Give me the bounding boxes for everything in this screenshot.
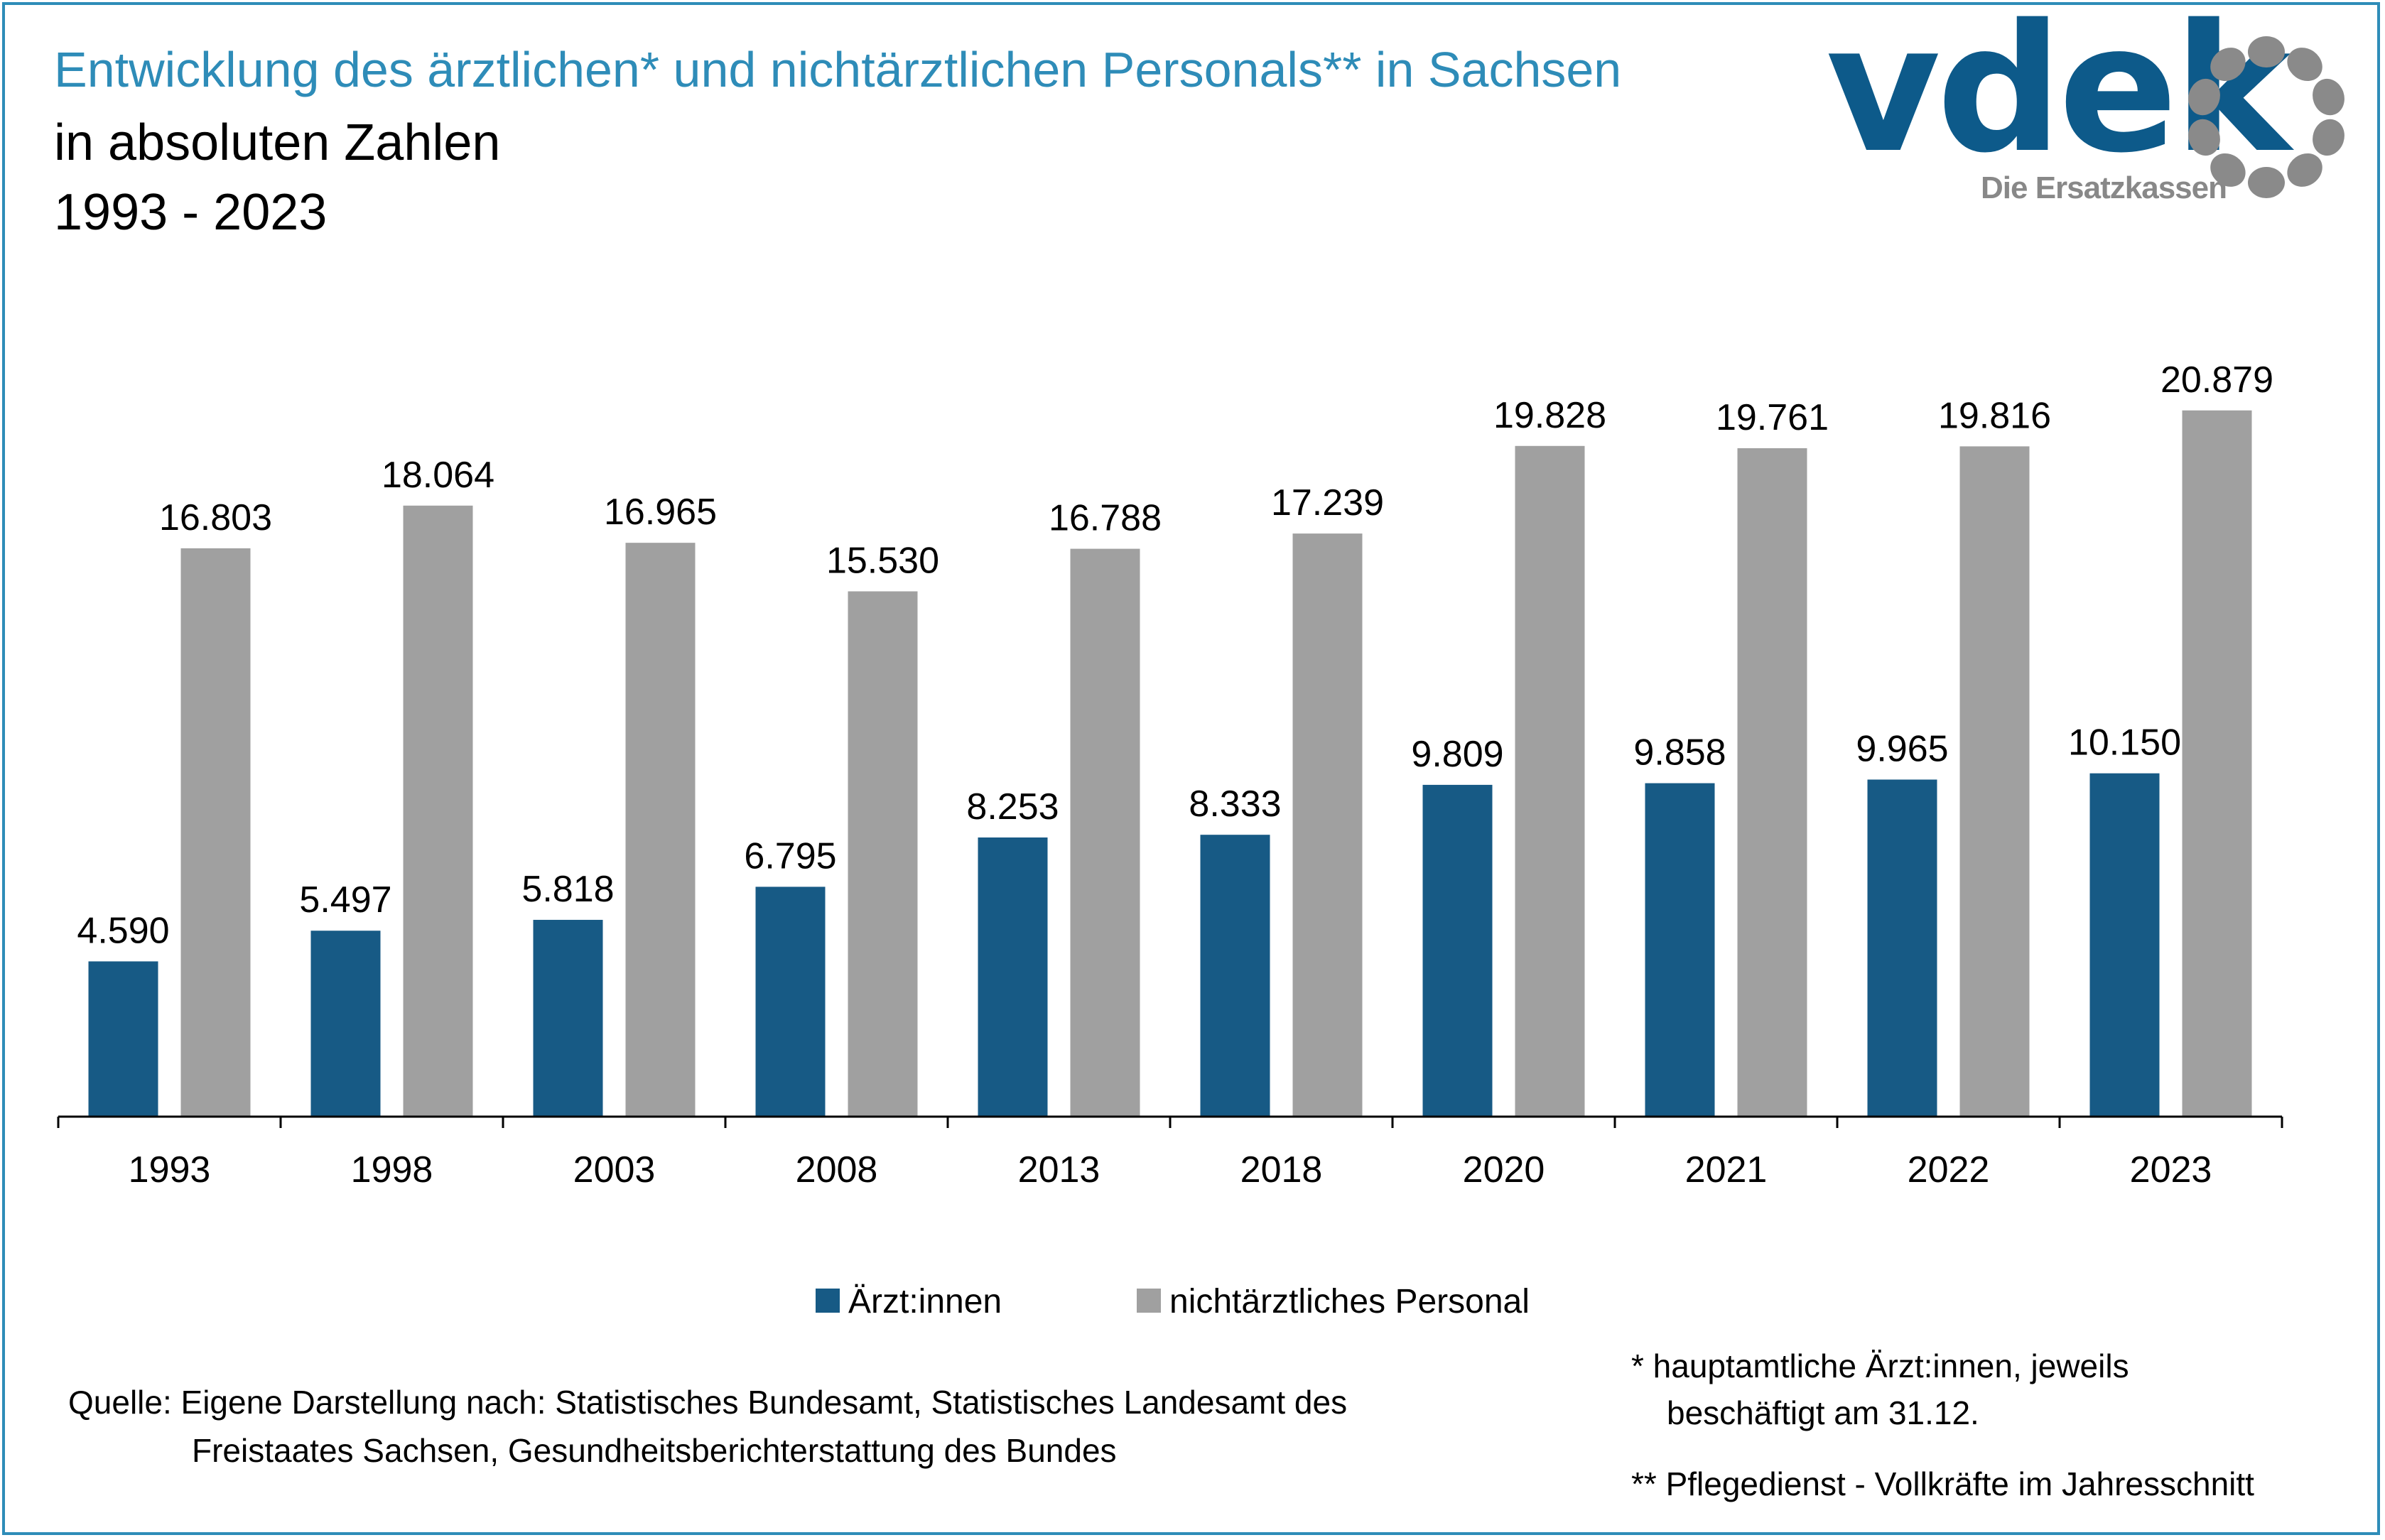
logo-ring-dot [2287, 153, 2322, 187]
x-tick-label-2013: 2013 [1018, 1149, 1100, 1191]
bar-personal-2021 [1737, 448, 1807, 1117]
data-label-aerzte-2008: 6.795 [744, 835, 836, 877]
data-label-aerzte-2023: 10.150 [2068, 722, 2181, 764]
data-label-aerzte-2020: 9.809 [1411, 734, 1503, 775]
x-tick-label-2023: 2023 [2130, 1149, 2212, 1191]
x-tick-label-2018: 2018 [1240, 1149, 1323, 1191]
logo-ring-dot [2210, 48, 2246, 82]
legend-swatch-aerzte [816, 1289, 840, 1313]
bar-personal-2018 [1292, 533, 1363, 1117]
x-tick-label-2020: 2020 [1463, 1149, 1545, 1191]
source-note: Quelle: Eigene Darstellung nach: Statist… [68, 1378, 1347, 1475]
footnote-aerzte: * hauptamtliche Ärzt:innen, jeweils besc… [1631, 1343, 2129, 1436]
x-tick-label-2008: 2008 [796, 1149, 878, 1191]
logo-ring-dot [2210, 153, 2246, 187]
legend-label-aerzte: Ärzt:innen [848, 1283, 1002, 1321]
bar-personal-1993 [180, 548, 251, 1117]
footnote-aerzte-line-1: * hauptamtliche Ärzt:innen, jeweils [1631, 1348, 2129, 1384]
bar-aerzte-1993 [88, 961, 158, 1117]
logo-tagline: Die Ersatzkassen [1981, 170, 2227, 205]
data-label-personal-2018: 17.239 [1271, 482, 1384, 524]
data-label-aerzte-2013: 8.253 [966, 786, 1059, 828]
data-label-aerzte-1993: 4.590 [77, 910, 169, 951]
legend-item-aerzte: Ärzt:innen [816, 1282, 1002, 1321]
bar-aerzte-2003 [533, 919, 603, 1117]
data-label-personal-2021: 19.761 [1716, 397, 1829, 438]
data-label-aerzte-2018: 8.333 [1189, 783, 1281, 825]
chart-title: Entwicklung des ärztlichen* und nichtärz… [54, 42, 1622, 97]
x-tick-label-2003: 2003 [573, 1149, 656, 1191]
data-label-personal-2008: 15.530 [826, 540, 939, 581]
vdek-logo: vdek Die Ersatzkassen [1826, 1, 2352, 206]
bar-aerzte-2018 [1200, 835, 1270, 1117]
legend-label-personal: nichtärztliches Personal [1169, 1283, 1530, 1321]
legend-swatch-personal [1137, 1289, 1161, 1313]
bar-aerzte-2020 [1422, 784, 1493, 1117]
logo-ring-dot [2248, 36, 2285, 67]
data-label-personal-2023: 20.879 [2160, 359, 2273, 401]
source-line-1: Quelle: Eigene Darstellung nach: Statist… [68, 1384, 1348, 1421]
logo-ring-dot [2248, 167, 2285, 198]
footnote-aerzte-line-2: beschäftigt am 31.12. [1667, 1394, 1979, 1431]
logo-ring-dot [2188, 78, 2220, 116]
bar-aerzte-2021 [1645, 783, 1715, 1117]
bar-aerzte-2013 [978, 837, 1048, 1117]
bar-personal-2023 [2182, 410, 2252, 1117]
data-label-aerzte-2003: 5.818 [521, 869, 614, 910]
chart-subtitle: in absoluten Zahlen [54, 114, 501, 171]
data-label-aerzte-2021: 9.858 [1633, 732, 1726, 774]
ring-of-dots-icon [2188, 36, 2345, 198]
data-label-personal-2013: 16.788 [1049, 498, 1162, 539]
bar-aerzte-2023 [2089, 773, 2160, 1117]
data-label-personal-1993: 16.803 [159, 497, 272, 538]
data-label-personal-2003: 16.965 [604, 492, 717, 533]
footnote-personal: ** Pflegedienst - Vollkräfte im Jahressc… [1631, 1465, 2254, 1502]
logo-ring-dot [2313, 78, 2345, 116]
bar-personal-2003 [625, 543, 696, 1117]
bar-chart: 4.590 16.803 5.497 18.064 5.818 16.965 6.795 15… [57, 359, 2283, 1191]
bar-aerzte-1998 [310, 931, 381, 1117]
bar-aerzte-2008 [755, 886, 826, 1117]
x-tick-label-2022: 2022 [1908, 1149, 1990, 1191]
bar-personal-2008 [848, 591, 918, 1117]
source-line-2: Freistaates Sachsen, Gesundheitsberichte… [192, 1432, 1117, 1469]
bar-personal-2022 [1959, 446, 2030, 1117]
data-label-aerzte-2022: 9.965 [1856, 728, 1948, 769]
data-label-personal-1998: 18.064 [382, 455, 494, 496]
legend-item-personal: nichtärztliches Personal [1137, 1282, 1530, 1321]
logo-ring-dot [2287, 48, 2322, 82]
chart-period: 1993 - 2023 [54, 184, 328, 241]
logo-ring-dot [2313, 119, 2345, 156]
bar-personal-2013 [1070, 548, 1140, 1117]
logo-ring-dot [2188, 119, 2220, 156]
x-tick-label-2021: 2021 [1685, 1149, 1768, 1191]
bar-aerzte-2022 [1867, 779, 1937, 1117]
bar-personal-2020 [1515, 445, 1585, 1117]
data-label-personal-2022: 19.816 [1938, 395, 2051, 436]
data-label-personal-2020: 19.828 [1493, 395, 1606, 436]
data-label-aerzte-1998: 5.497 [299, 879, 391, 921]
x-tick-label-1998: 1998 [351, 1149, 433, 1191]
x-tick-label-1993: 1993 [129, 1149, 211, 1191]
bar-personal-1998 [403, 505, 473, 1117]
